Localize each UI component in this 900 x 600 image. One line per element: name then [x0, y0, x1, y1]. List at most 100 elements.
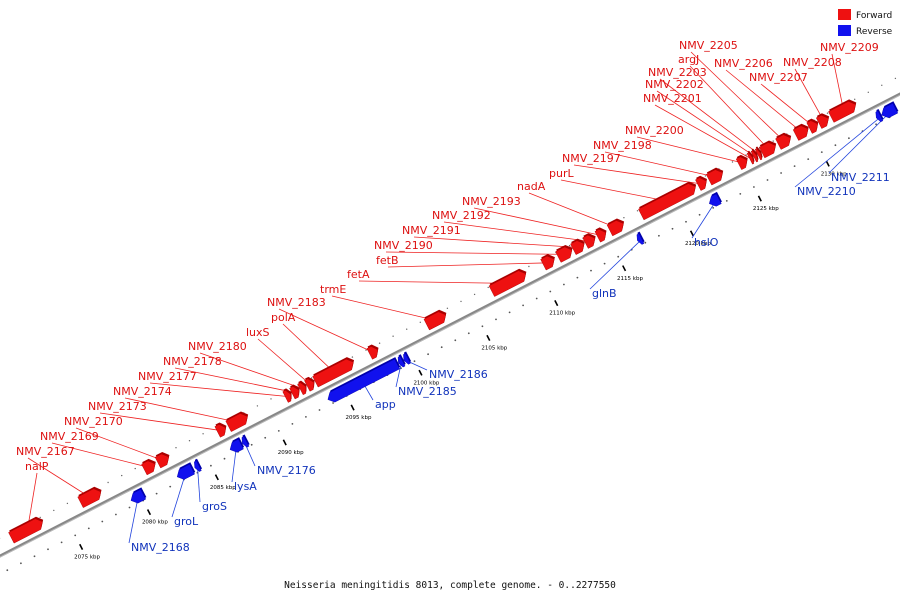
gene-arrow-purl[interactable]: [638, 179, 700, 221]
gene-label-reverse[interactable]: NMV_2185: [398, 385, 457, 398]
gene-arrow-lysa[interactable]: [227, 437, 245, 454]
gene-arrow-nmv-2211[interactable]: [878, 101, 899, 120]
gene-label-forward[interactable]: NMV_2200: [625, 124, 684, 137]
gene-arrow-grol[interactable]: [174, 462, 196, 481]
gene-arrow-nmv-2207[interactable]: [806, 117, 822, 134]
gene-label-forward[interactable]: NMV_2202: [645, 78, 704, 91]
gene-arrow-argj[interactable]: [758, 138, 780, 159]
gene-arrow-pola[interactable]: [312, 355, 358, 388]
gene-arrow-nmv-2201[interactable]: [746, 150, 756, 165]
gene-arrow-nmv-2185[interactable]: [395, 354, 406, 368]
gene-label-forward[interactable]: NMV_2193: [462, 195, 521, 208]
gene-label-forward[interactable]: NMV_2192: [432, 209, 491, 222]
gene-label-forward[interactable]: NMV_2203: [648, 66, 707, 79]
ruler-dot: [128, 506, 131, 509]
gene-label-forward[interactable]: trmE: [320, 283, 346, 296]
gene-arrow-nmv-2205[interactable]: [775, 130, 795, 150]
gene-label-reverse[interactable]: NMV_2176: [257, 464, 316, 477]
gene-arrow-nmv-2178[interactable]: [289, 383, 303, 400]
gene-arrow-app[interactable]: [325, 357, 401, 404]
gene-arrow-nmv-2176[interactable]: [239, 434, 250, 448]
gene-label-forward[interactable]: fetA: [347, 268, 370, 281]
gene-label-forward[interactable]: NMV_2197: [562, 152, 621, 165]
gene-arrow-nmv-2197[interactable]: [695, 174, 711, 191]
gene-arrow-nmv-2210[interactable]: [873, 108, 884, 123]
gene-arrow-gros[interactable]: [192, 458, 203, 473]
gene-arrow-fetb[interactable]: [540, 252, 558, 271]
gene-label-forward[interactable]: NMV_2180: [188, 340, 247, 353]
gene-label-reverse[interactable]: lysA: [234, 480, 257, 493]
ruler-dot: [725, 200, 728, 202]
gene-arrow-nmv-2193[interactable]: [594, 225, 610, 243]
gene-arrow-nmv-2200[interactable]: [735, 153, 751, 170]
gene-label-forward[interactable]: NMV_2190: [374, 239, 433, 252]
gene-label-forward[interactable]: NMV_2170: [64, 415, 123, 428]
gene-arrow-nmv-2168[interactable]: [128, 487, 147, 505]
gene-arrow-nmv-2167[interactable]: [77, 485, 105, 508]
gene-label-forward[interactable]: NMV_2183: [267, 296, 326, 309]
gene-label-reverse[interactable]: NMV_2168: [131, 541, 190, 554]
gene-arrow-nmv-2190[interactable]: [555, 243, 576, 263]
gene-arrow-glnb[interactable]: [634, 231, 645, 246]
gene-label-reverse[interactable]: groS: [202, 500, 227, 513]
ruler-dot: [623, 217, 625, 219]
gene-label-forward[interactable]: nadA: [517, 180, 546, 193]
gene-label-forward[interactable]: NMV_2191: [402, 224, 461, 237]
gene-label-forward[interactable]: fetB: [376, 254, 399, 267]
gene-label-forward[interactable]: NMV_2207: [749, 71, 808, 84]
gene-label-forward[interactable]: luxS: [246, 326, 270, 339]
gene-arrow-nmv-2192[interactable]: [582, 231, 599, 249]
gene-arrow-nalp[interactable]: [8, 514, 47, 544]
gene-arrow-nmv-2191[interactable]: [570, 236, 588, 255]
gene-label-forward[interactable]: nalP: [25, 460, 49, 473]
gene-arrow-nmv-2203[interactable]: [754, 146, 764, 161]
gene-arrow-nmv-2177[interactable]: [282, 387, 295, 403]
gene-arrow-nmv-2173[interactable]: [214, 420, 230, 438]
gene-arrow-body: [750, 150, 759, 163]
gene-label-reverse[interactable]: app: [375, 398, 396, 411]
gene-label-forward[interactable]: NMV_2208: [783, 56, 842, 69]
gene-arrow-nada[interactable]: [606, 216, 627, 237]
gene-label-forward[interactable]: purL: [549, 167, 574, 180]
gene-label-forward[interactable]: NMV_2173: [88, 400, 147, 413]
ruler-dot: [481, 325, 484, 328]
gene-label-forward[interactable]: NMV_2178: [163, 355, 222, 368]
gene-arrow-hslo[interactable]: [706, 191, 723, 209]
gene-arrow-feta[interactable]: [488, 266, 529, 297]
gene-arrow-nmv-2186[interactable]: [401, 351, 412, 365]
gene-label-forward[interactable]: NMV_2174: [113, 385, 172, 398]
gene-label-forward[interactable]: NMV_2201: [643, 92, 702, 105]
gene-label-reverse[interactable]: glnB: [592, 287, 617, 300]
gene-arrow-nmv-2206[interactable]: [792, 121, 812, 141]
gene-arrow-nmv-2208[interactable]: [815, 111, 833, 129]
gene-label-reverse[interactable]: NMV_2211: [831, 171, 890, 184]
ruler-dot: [603, 262, 606, 265]
gene-label-forward[interactable]: NMV_2205: [679, 39, 738, 52]
gene-label-reverse[interactable]: hslO: [694, 236, 719, 249]
gene-arrow-nmv-2202[interactable]: [750, 148, 760, 163]
gene-label-forward[interactable]: NMV_2209: [820, 41, 879, 54]
gene-label-forward[interactable]: NMV_2198: [593, 139, 652, 152]
gene-arrow-trme[interactable]: [423, 308, 450, 331]
gene-arrow-luxs[interactable]: [304, 375, 318, 392]
leader-line: [282, 323, 336, 374]
gene-label-forward[interactable]: polA: [271, 311, 296, 324]
gene-label-forward[interactable]: argJ: [678, 53, 699, 66]
leader-line: [413, 236, 580, 248]
gene-arrow-nmv-2198[interactable]: [705, 165, 727, 186]
ruler-dot: [685, 220, 687, 223]
gene-arrow-nmv-2180[interactable]: [297, 379, 310, 396]
gene-arrow-nmv-2169[interactable]: [141, 457, 159, 476]
gene-arrow-nmv-2183[interactable]: [366, 342, 382, 360]
gene-label-reverse[interactable]: NMV_2210: [797, 185, 856, 198]
ruler-dot: [508, 311, 511, 314]
gene-label-reverse[interactable]: NMV_2186: [429, 368, 488, 381]
gene-label-forward[interactable]: NMV_2206: [714, 57, 773, 70]
gene-arrow-nmv-2174[interactable]: [225, 409, 252, 432]
gene-label-forward[interactable]: NMV_2169: [40, 430, 99, 443]
gene-label-forward[interactable]: NMV_2177: [138, 370, 197, 383]
gene-label-forward[interactable]: NMV_2167: [16, 445, 75, 458]
gene-label-reverse[interactable]: groL: [174, 515, 199, 528]
gene-arrow-nmv-2170[interactable]: [154, 450, 172, 469]
gene-arrow-nmv-2209[interactable]: [828, 97, 860, 123]
